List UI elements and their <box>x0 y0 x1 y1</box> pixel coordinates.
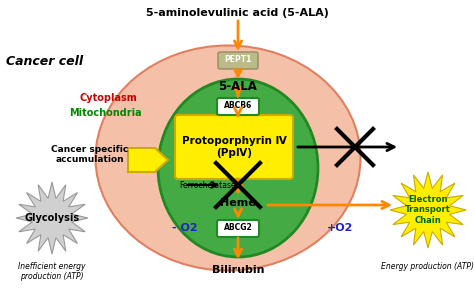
FancyBboxPatch shape <box>217 98 259 115</box>
Polygon shape <box>128 148 168 172</box>
Text: Bilirubin: Bilirubin <box>212 265 264 275</box>
Text: PEPT1: PEPT1 <box>224 56 252 64</box>
Text: Protoporphyrin Ⅳ
(PpⅣ): Protoporphyrin Ⅳ (PpⅣ) <box>182 136 286 158</box>
Text: - O2: - O2 <box>172 223 198 233</box>
Ellipse shape <box>95 46 361 271</box>
Text: Electron
Transport
Chain: Electron Transport Chain <box>405 195 451 225</box>
FancyBboxPatch shape <box>217 220 259 237</box>
Text: Heme: Heme <box>220 198 256 208</box>
Text: Glycolysis: Glycolysis <box>25 213 80 223</box>
Text: Cytoplasm: Cytoplasm <box>79 93 137 103</box>
Ellipse shape <box>158 79 318 257</box>
Text: Inefficient energy
production (ATP): Inefficient energy production (ATP) <box>18 262 86 281</box>
Text: 5-aminolevulinic acid (5-ALA): 5-aminolevulinic acid (5-ALA) <box>146 8 328 18</box>
Text: +O2: +O2 <box>327 223 353 233</box>
FancyBboxPatch shape <box>218 52 258 69</box>
FancyBboxPatch shape <box>175 115 293 179</box>
Text: Cancer specific
accumulation: Cancer specific accumulation <box>51 145 128 164</box>
Text: Cancer cell: Cancer cell <box>6 55 83 68</box>
PathPatch shape <box>390 172 466 248</box>
Text: Ferrochelatase: Ferrochelatase <box>180 182 237 190</box>
PathPatch shape <box>16 182 88 254</box>
Text: Mitochondria: Mitochondria <box>69 108 141 118</box>
Text: 5-ALA: 5-ALA <box>219 80 257 92</box>
Text: ABCB6: ABCB6 <box>224 101 252 110</box>
Text: ABCG2: ABCG2 <box>224 224 252 232</box>
Text: Energy production (ATP): Energy production (ATP) <box>382 262 474 271</box>
